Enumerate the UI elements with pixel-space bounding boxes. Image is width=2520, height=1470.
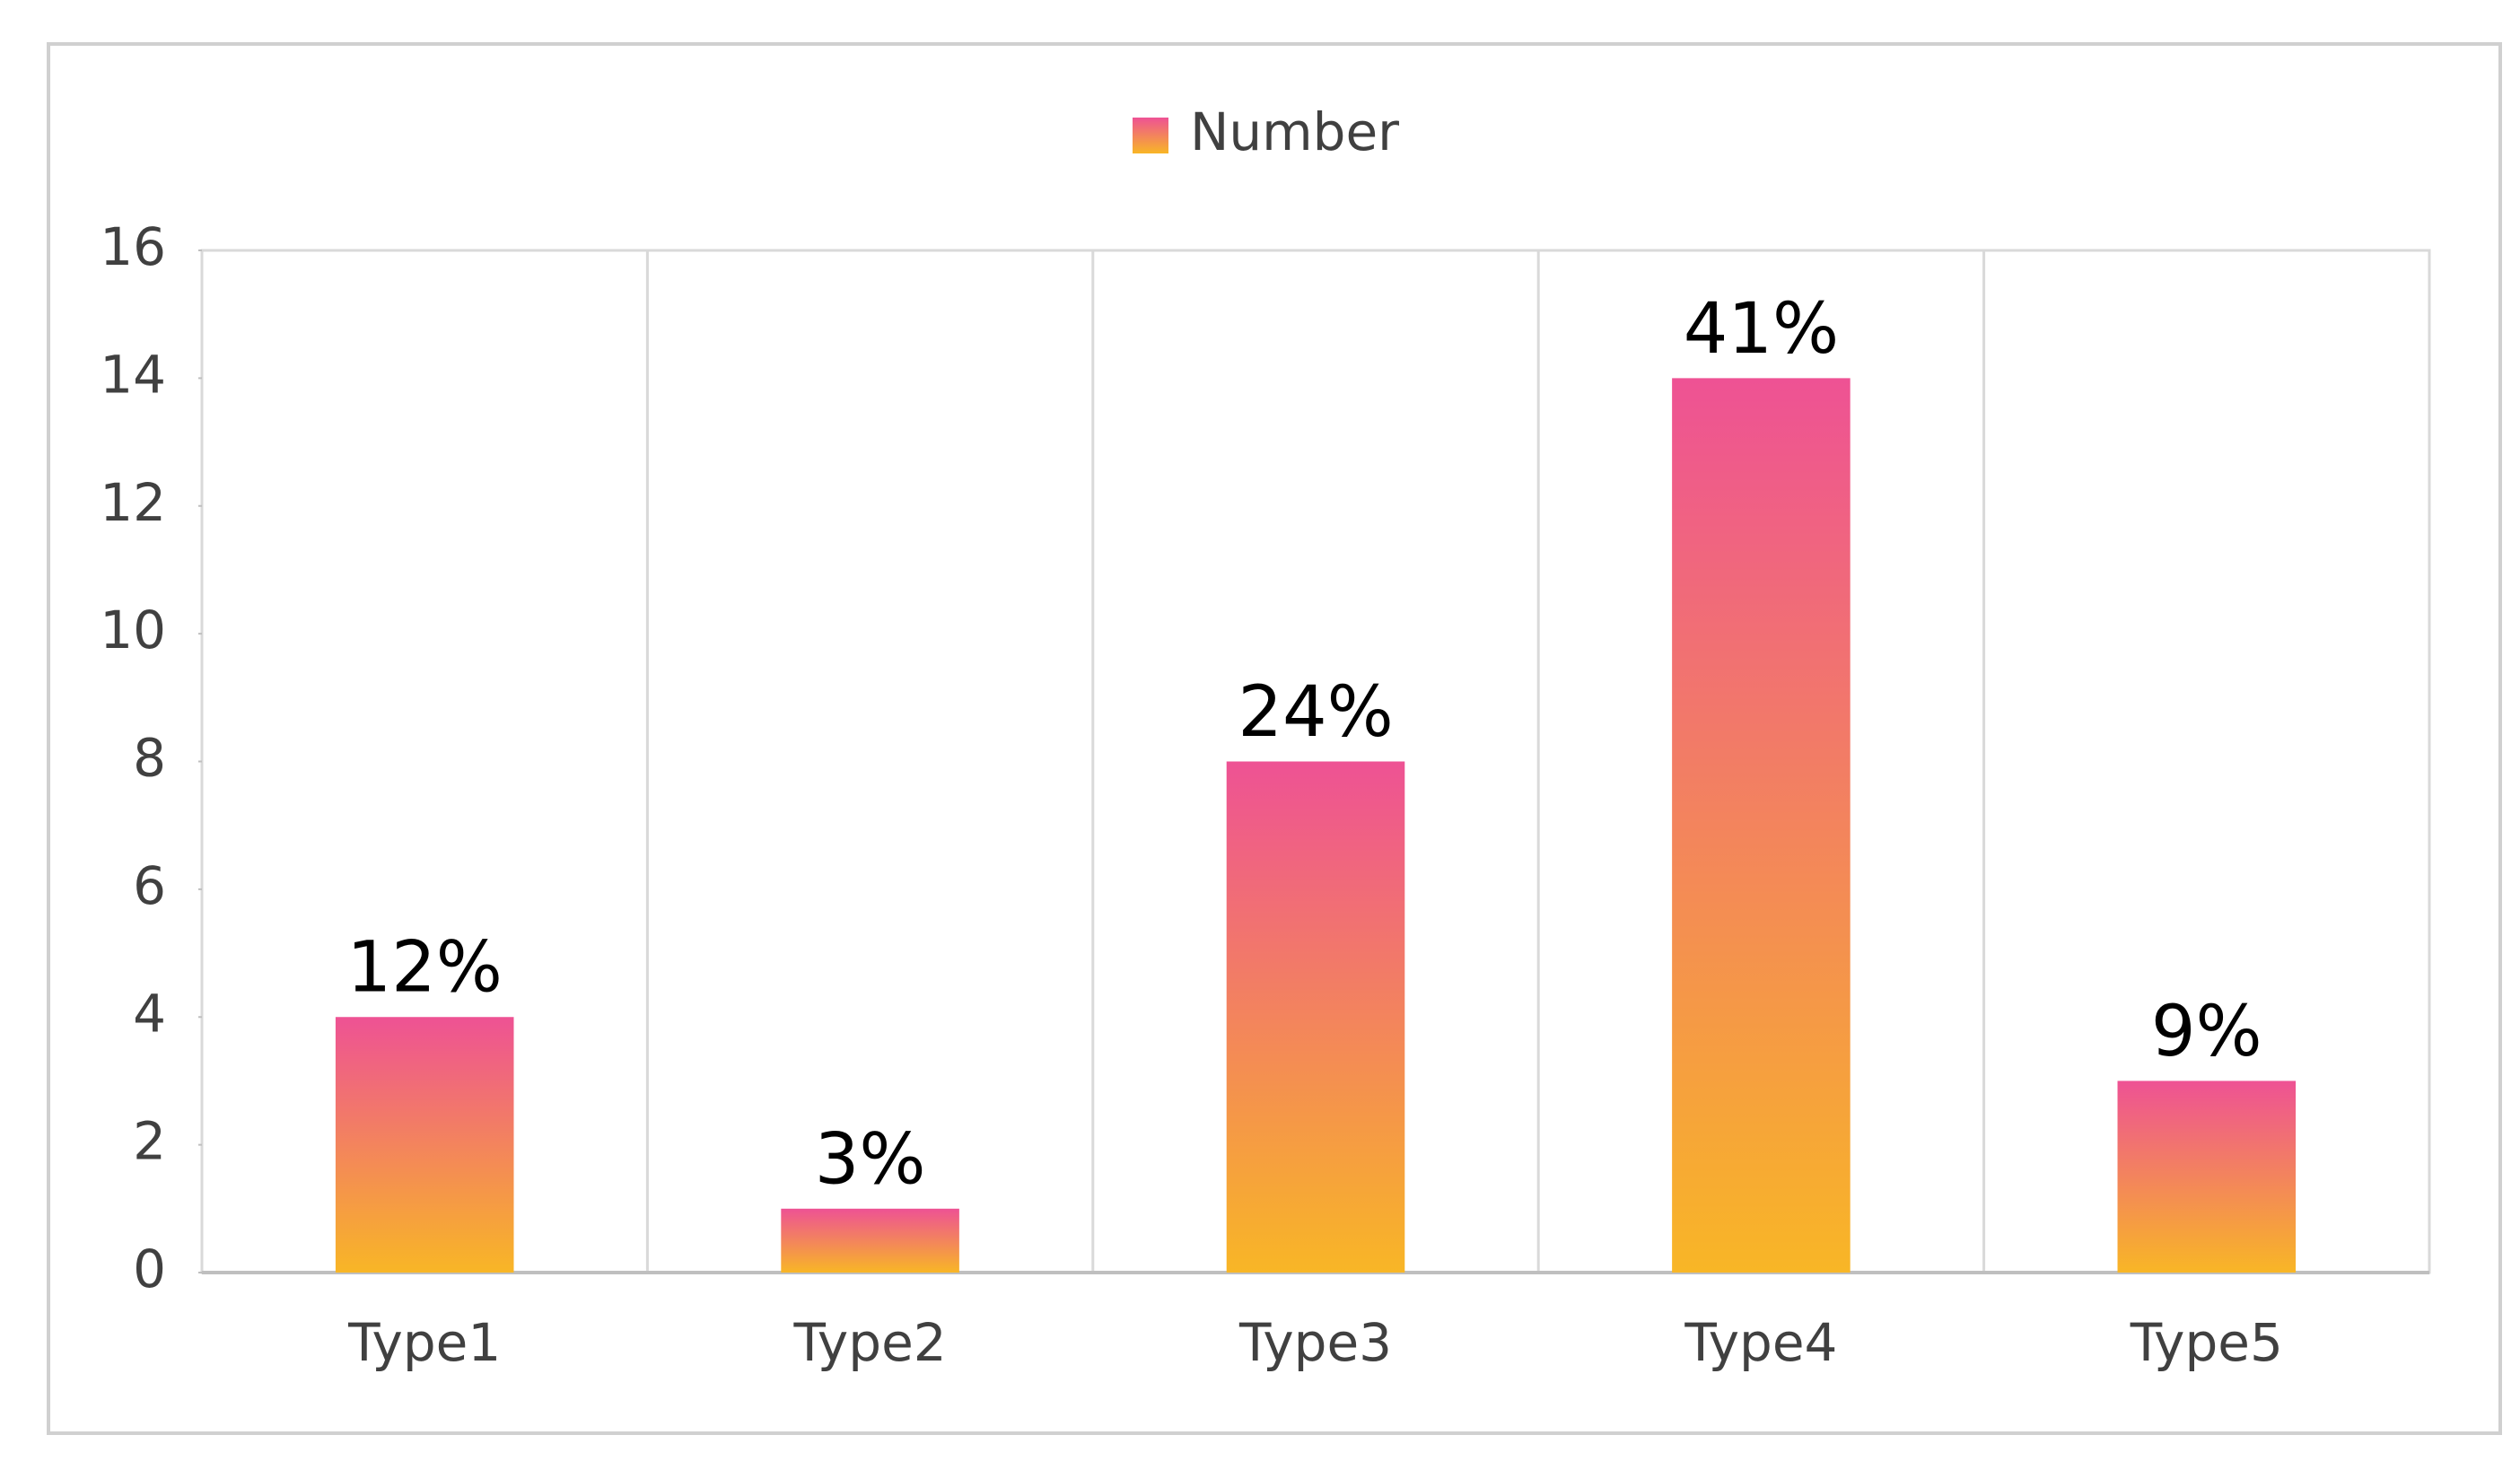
x-tick-label: Type3: [1238, 1312, 1392, 1373]
y-tick-label: 0: [133, 1238, 166, 1299]
y-tick-label: 4: [133, 983, 166, 1044]
x-tick-label: Type1: [347, 1312, 501, 1373]
data-label: 24%: [1238, 672, 1393, 753]
y-tick-label: 6: [133, 855, 166, 916]
y-tick-label: 16: [100, 216, 166, 277]
x-tick-label: Type2: [793, 1312, 947, 1373]
legend-label: Number: [1190, 101, 1399, 162]
data-label: 12%: [347, 928, 503, 1009]
x-tick-label: Type5: [2130, 1312, 2283, 1373]
y-tick-label: 8: [133, 728, 166, 789]
data-label: 9%: [2151, 992, 2262, 1072]
bar: [335, 1017, 514, 1273]
bar: [1672, 378, 1851, 1273]
data-label: 41%: [1684, 289, 1839, 370]
bar: [781, 1208, 959, 1273]
y-tick-label: 10: [100, 599, 166, 661]
x-tick-label: Type4: [1684, 1312, 1837, 1373]
legend-swatch: [1133, 118, 1168, 153]
bar: [2117, 1081, 2297, 1273]
bar: [1226, 761, 1405, 1273]
y-tick-label: 12: [100, 472, 166, 533]
y-tick-label: 14: [100, 344, 166, 405]
y-tick-label: 2: [133, 1111, 166, 1172]
data-label: 3%: [815, 1119, 926, 1200]
